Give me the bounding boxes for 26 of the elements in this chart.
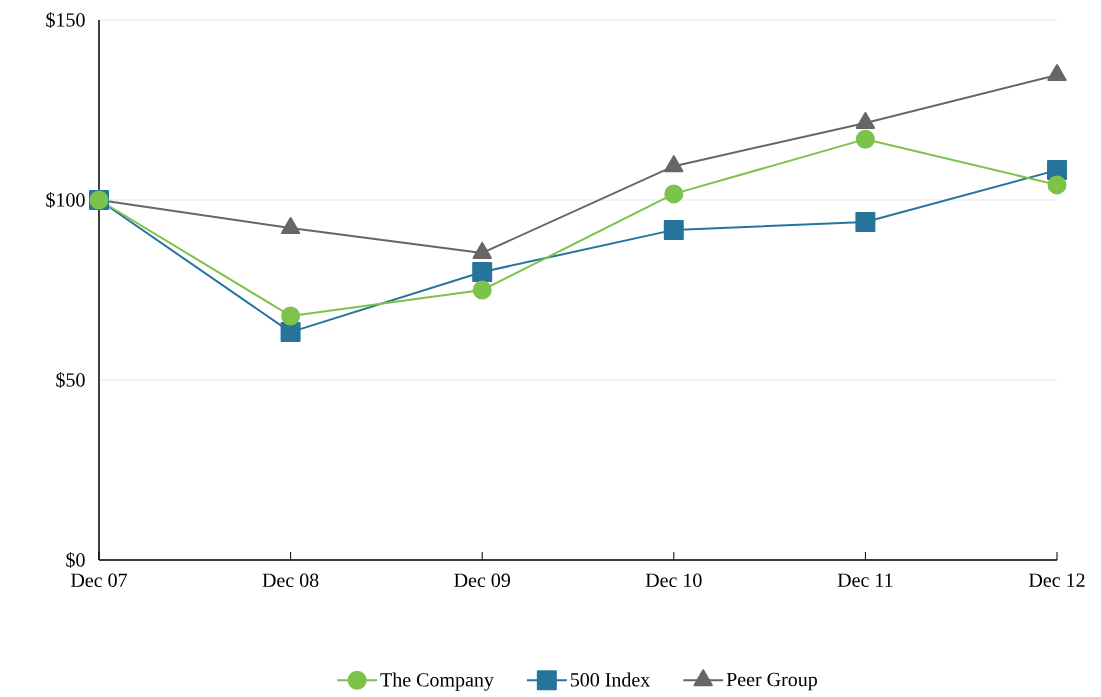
point	[280, 322, 301, 343]
legend-label: Peer Group	[726, 672, 817, 691]
point	[664, 155, 684, 173]
point	[472, 280, 492, 300]
point	[855, 211, 876, 232]
x-tick-label: Dec 09	[454, 573, 510, 588]
x-tick-label: Dec 12	[1028, 573, 1085, 587]
point	[281, 306, 301, 326]
point	[1047, 64, 1067, 82]
point	[664, 184, 684, 204]
legend-label: The Company	[380, 672, 494, 691]
y-tick-label: $0	[66, 552, 85, 568]
point	[280, 217, 301, 235]
y-tick-label: $50	[56, 372, 85, 388]
y-tick-label: $100	[46, 192, 85, 208]
point	[855, 111, 876, 129]
y-tick-label: $150	[46, 12, 85, 28]
point	[1047, 175, 1067, 195]
point	[855, 129, 875, 149]
x-tick-label: Dec 08	[262, 573, 319, 588]
point	[472, 262, 493, 282]
point	[663, 219, 684, 240]
x-tick-label: Dec 07	[70, 573, 128, 588]
x-tick-label: Dec 10	[645, 573, 702, 588]
x-tick-label: Dec 11	[837, 573, 893, 587]
legend-label: 500 Index	[570, 672, 651, 687]
